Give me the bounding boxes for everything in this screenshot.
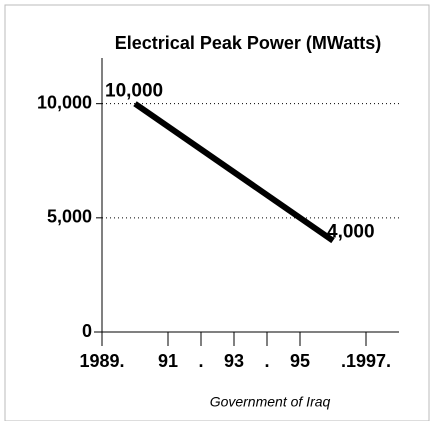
y-tick-label: 0 — [82, 321, 92, 341]
x-tick-label: . — [264, 351, 269, 371]
y-tick-label: 5,000 — [47, 207, 92, 227]
x-tick-label: 91 — [158, 351, 178, 371]
x-tick-label: .1997. — [341, 351, 391, 371]
x-tick-label: . — [198, 351, 203, 371]
data-label: 4,000 — [327, 222, 375, 243]
chart-title: Electrical Peak Power (MWatts) — [115, 33, 381, 53]
x-tick-label: 95 — [290, 351, 310, 371]
source: Government of Iraq — [210, 394, 331, 410]
y-tick-label: 10,000 — [37, 92, 92, 112]
x-tick-label: 93 — [224, 351, 244, 371]
frame — [4, 4, 430, 421]
line — [133, 101, 335, 244]
x-tick-label: 1989. — [79, 351, 124, 371]
data-label: 10,000 — [105, 81, 163, 102]
